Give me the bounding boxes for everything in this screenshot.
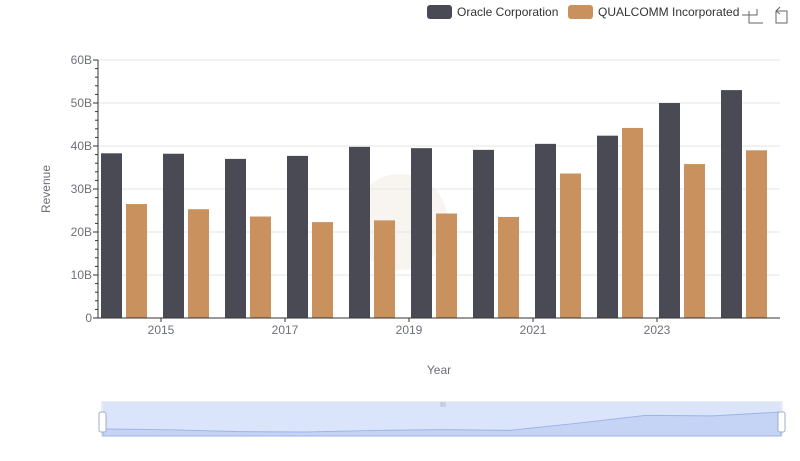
y-tick-label: 10B <box>71 268 92 282</box>
x-tick-label: 2015 <box>148 323 175 337</box>
bar-qualcomm-2024[interactable] <box>746 150 767 318</box>
bar-qualcomm-2014[interactable] <box>126 204 147 318</box>
bar-qualcomm-2022[interactable] <box>622 127 643 318</box>
bar-oracle-2014[interactable] <box>101 153 122 318</box>
legend-item-qualcomm[interactable]: QUALCOMM Incorporated <box>568 5 739 19</box>
bar-qualcomm-2020[interactable] <box>498 216 519 318</box>
bar-oracle-2024[interactable] <box>721 90 742 318</box>
legend: Oracle Corporation QUALCOMM Incorporated <box>427 5 739 19</box>
bar-oracle-2017[interactable] <box>287 155 308 318</box>
bar-oracle-2023[interactable] <box>659 103 680 318</box>
bar-oracle-2021[interactable] <box>535 143 556 318</box>
bar-qualcomm-2017[interactable] <box>312 222 333 318</box>
y-tick-label: 50B <box>71 96 92 110</box>
x-tick-label: 2019 <box>396 323 423 337</box>
legend-label-oracle: Oracle Corporation <box>457 5 558 19</box>
bar-oracle-2015[interactable] <box>163 153 184 318</box>
restore-icon[interactable] <box>775 6 788 24</box>
bar-qualcomm-2021[interactable] <box>560 173 581 318</box>
slider-right-handle[interactable] <box>777 411 786 433</box>
bar-qualcomm-2023[interactable] <box>684 164 705 318</box>
x-tick-label: 2023 <box>644 323 671 337</box>
bar-qualcomm-2019[interactable] <box>436 213 457 318</box>
y-tick-label: 40B <box>71 139 92 153</box>
bar-oracle-2022[interactable] <box>597 135 618 318</box>
x-axis-title: Year <box>427 363 451 377</box>
y-tick-labels: 0 10B 20B 30B 40B 50B 60B <box>71 53 93 325</box>
slider-preview-area <box>102 411 782 437</box>
slider-left-handle[interactable] <box>98 411 107 433</box>
y-tick-label: 60B <box>71 53 92 67</box>
zoom-icon[interactable] <box>742 9 763 24</box>
y-tick-label: 0 <box>85 311 92 325</box>
bar-qualcomm-2015[interactable] <box>188 209 209 318</box>
bar-oracle-2018[interactable] <box>349 146 370 318</box>
x-tick-label: 2021 <box>520 323 547 337</box>
bar-oracle-2020[interactable] <box>473 149 494 318</box>
legend-item-oracle[interactable]: Oracle Corporation <box>427 5 558 19</box>
y-tick-label: 30B <box>71 182 92 196</box>
data-zoom-slider[interactable]: III <box>98 401 786 437</box>
bar-qualcomm-2016[interactable] <box>250 216 271 318</box>
legend-swatch-qualcomm <box>568 5 593 19</box>
slider-grip-icon[interactable]: III <box>440 402 446 409</box>
y-axis-title: Revenue <box>39 165 53 213</box>
bar-oracle-2019[interactable] <box>411 148 432 318</box>
legend-label-qualcomm: QUALCOMM Incorporated <box>598 5 739 19</box>
slider-top-bar <box>103 402 781 408</box>
x-tick-labels: 2015 2017 2019 2021 2023 <box>148 318 671 337</box>
bar-qualcomm-2018[interactable] <box>374 220 395 318</box>
legend-swatch-oracle <box>427 5 452 19</box>
x-tick-label: 2017 <box>272 323 299 337</box>
y-tick-label: 20B <box>71 225 92 239</box>
bars <box>101 90 767 318</box>
bar-oracle-2016[interactable] <box>225 158 246 318</box>
